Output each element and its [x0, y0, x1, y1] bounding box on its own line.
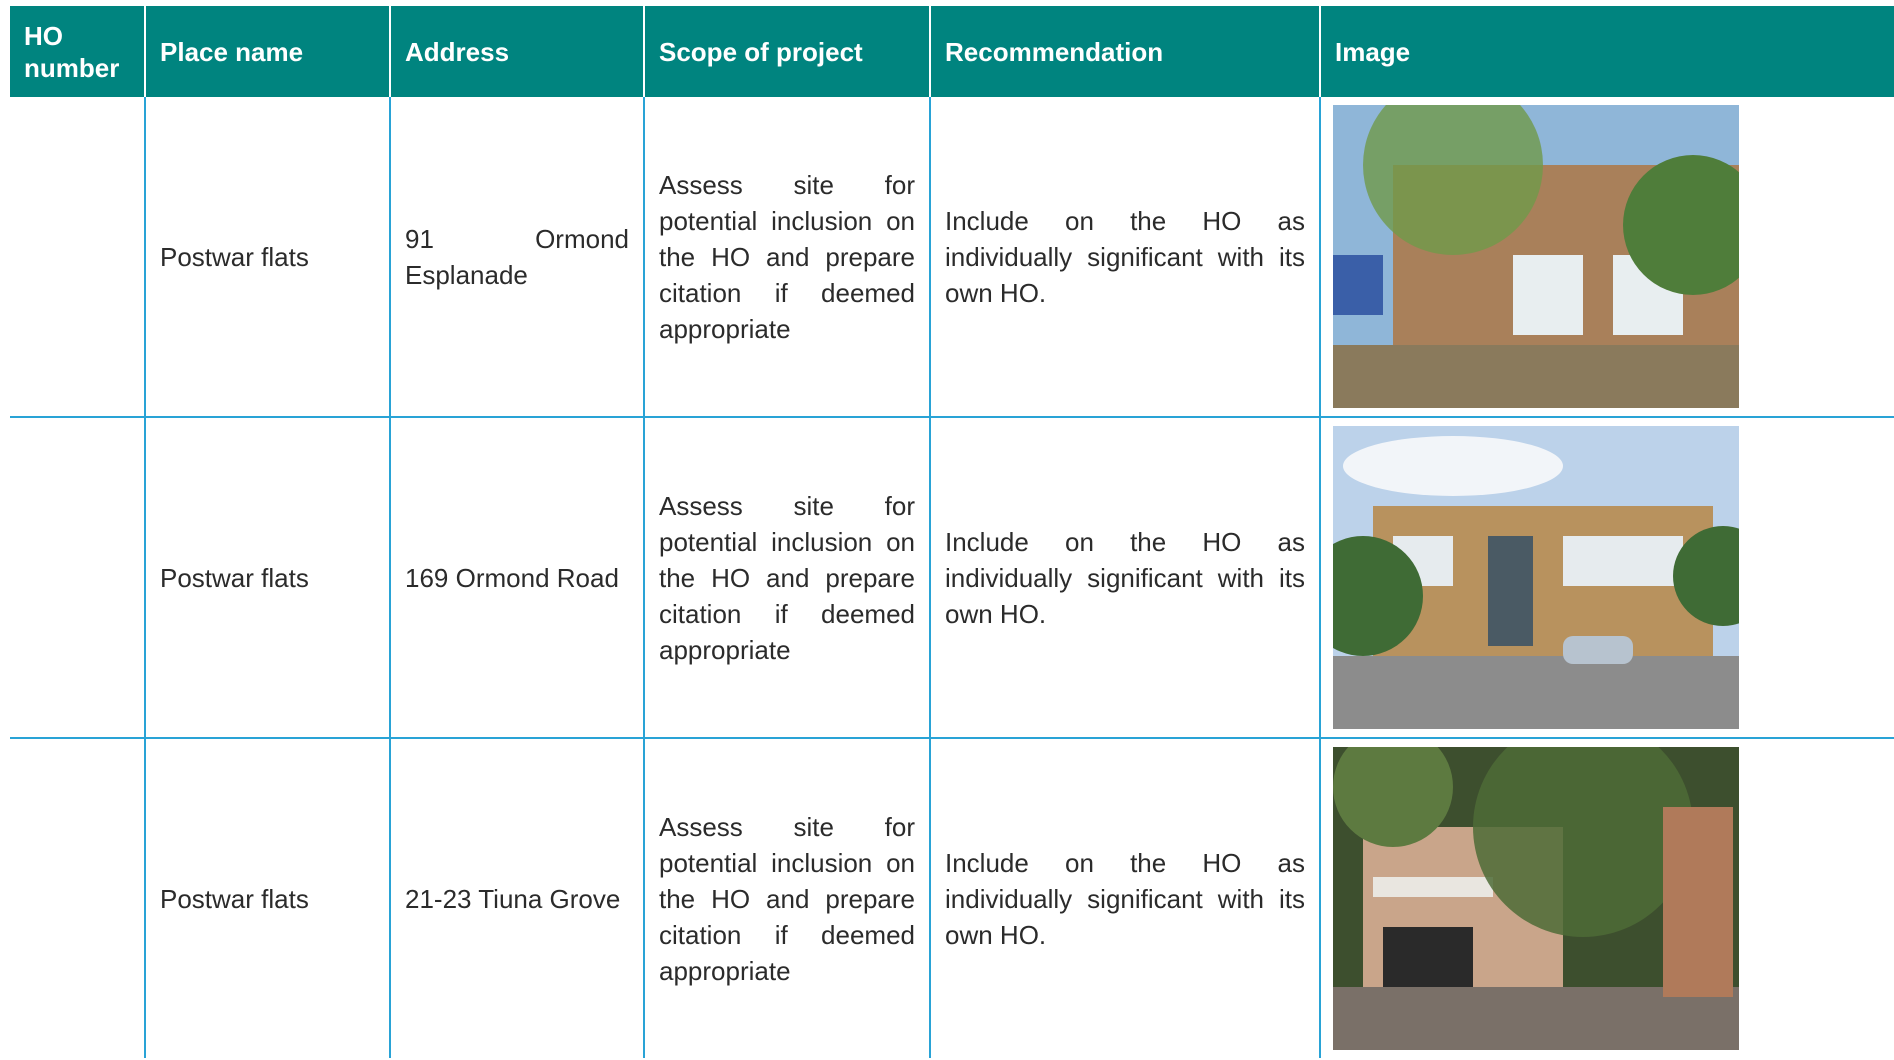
table-cell: Assess site for potential inclusion on t… — [644, 417, 931, 739]
table-cell: Postwar flats — [145, 97, 391, 418]
header-cell: Image — [1320, 6, 1894, 97]
table-cell — [10, 417, 146, 739]
heritage-table: HO number Place name Address Scope of pr… — [10, 6, 1894, 1058]
table-cell: Include on the HO as individually signif… — [930, 97, 1321, 418]
table-cell: Postwar flats — [145, 417, 391, 739]
photo — [1333, 747, 1739, 1050]
table-cell: Assess site for potential inclusion on t… — [644, 738, 931, 1058]
page: {"table": { "header": ["HO number", "Pla… — [0, 6, 1894, 1060]
table-cell — [10, 97, 146, 418]
header-cell: HO number — [10, 6, 146, 97]
photo — [1333, 426, 1739, 729]
photo — [1333, 105, 1739, 408]
header-cell: Scope of project — [644, 6, 931, 97]
header-cell: Recommendation — [930, 6, 1321, 97]
table-row: Postwar flats 169 Ormond Road Assess site … — [10, 417, 1894, 739]
table-cell: Assess site for potential inclusion on t… — [644, 97, 931, 418]
table-row: Postwar flats 21-23 Tiuna Grove Assess sit… — [10, 738, 1894, 1058]
table-cell: Postwar flats — [145, 738, 391, 1058]
table-body: Postwar flats 91 Ormond Esplanade Assess s… — [10, 97, 1894, 1058]
table-cell: 21-23 Tiuna Grove — [390, 738, 645, 1058]
table-cell — [1320, 97, 1894, 418]
header-cell: Place name — [145, 6, 391, 97]
table-cell: 169 Ormond Road — [390, 417, 645, 739]
table-row: Postwar flats 91 Ormond Esplanade Assess s… — [10, 97, 1894, 418]
table-cell: Include on the HO as individually signif… — [930, 417, 1321, 739]
table-cell: 91 Ormond Esplanade — [390, 97, 645, 418]
header-cell: Address — [390, 6, 645, 97]
table-cell — [1320, 417, 1894, 739]
header-row: HO number Place name Address Scope of pr… — [10, 6, 1894, 97]
table-cell — [10, 738, 146, 1058]
table-cell: Include on the HO as individually signif… — [930, 738, 1321, 1058]
table-cell — [1320, 738, 1894, 1058]
